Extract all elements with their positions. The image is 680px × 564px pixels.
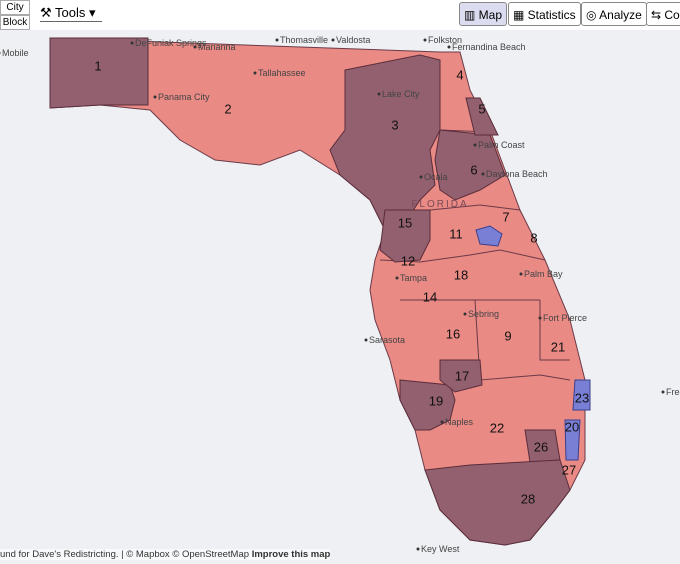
place-dot xyxy=(364,338,368,342)
place-label: Sebring xyxy=(468,309,499,319)
district-number: 28 xyxy=(521,491,535,506)
place-dot xyxy=(395,276,399,280)
place-label: Palm Bay xyxy=(524,269,563,279)
place-label: Key West xyxy=(421,544,460,554)
statistics-button[interactable]: ▦ Statistics xyxy=(508,2,581,26)
place-dot xyxy=(377,92,381,96)
district-number: 22 xyxy=(490,420,504,435)
button-label[interactable]: Co xyxy=(664,8,680,22)
district-area xyxy=(564,419,581,461)
district-number: 12 xyxy=(401,253,415,268)
attribution-text: und for Dave's Redistricting. | © Mapbox… xyxy=(0,549,250,560)
place-dot xyxy=(447,45,451,49)
place-label: Ocala xyxy=(424,172,448,182)
district-number: 6 xyxy=(470,162,477,177)
district-number: 21 xyxy=(551,339,565,354)
place-dot xyxy=(423,38,427,42)
place-dot xyxy=(419,175,423,179)
district-number: 27 xyxy=(562,462,576,477)
state-label: FLORIDA xyxy=(411,199,468,210)
button-label[interactable]: Map xyxy=(478,8,503,22)
map-button[interactable]: ▥ Map xyxy=(459,2,508,26)
place-dot xyxy=(130,41,134,45)
place-label: Valdosta xyxy=(336,35,370,45)
improve-link[interactable]: Improve this map xyxy=(251,549,331,560)
district-border xyxy=(474,299,571,381)
place-label: Sarasota xyxy=(369,335,405,345)
district-number: 3 xyxy=(391,117,398,132)
place-dot xyxy=(538,316,542,320)
place-label: Fort Pierce xyxy=(543,313,587,323)
district-number: 1 xyxy=(94,58,101,73)
button-label[interactable]: Analyze xyxy=(599,8,642,22)
place-label: Marianna xyxy=(198,42,236,52)
district-number: 7 xyxy=(502,209,509,224)
district-number: 19 xyxy=(429,393,443,408)
district-number: 14 xyxy=(423,289,437,304)
place-label: Naples xyxy=(445,417,474,427)
district-area xyxy=(572,379,591,411)
place-label: DeFuniak Springs xyxy=(135,38,207,48)
district-area xyxy=(424,459,571,546)
district-number: 18 xyxy=(454,267,468,282)
block-button[interactable]: Block xyxy=(0,15,30,30)
district-number: 9 xyxy=(504,328,511,343)
district-number: 15 xyxy=(398,215,412,230)
place-label: Folkston xyxy=(428,35,462,45)
place-label: Panama City xyxy=(158,92,210,102)
place-dot xyxy=(153,95,157,99)
place-dot xyxy=(275,38,279,42)
place-dot xyxy=(463,312,467,316)
district-number: 8 xyxy=(530,230,537,245)
place-dot xyxy=(331,38,335,42)
district-number: 20 xyxy=(565,419,579,434)
place-label: Free xyxy=(666,387,680,397)
compare-button[interactable]: ⇆ Co xyxy=(646,2,680,26)
place-label: Thomasville xyxy=(280,35,328,45)
district-border xyxy=(429,204,521,211)
place-dot xyxy=(416,547,420,551)
attribution: und for Dave's Redistricting. | © Mapbox… xyxy=(0,549,331,560)
district-area xyxy=(379,209,431,263)
place-label: Mobile xyxy=(2,48,29,58)
place-dot xyxy=(0,51,1,55)
district-number: 23 xyxy=(575,390,589,405)
place-dot xyxy=(440,420,444,424)
button-label[interactable]: Statistics xyxy=(527,8,576,22)
city-button[interactable]: City xyxy=(0,0,30,15)
place-label: Tallahassee xyxy=(258,68,306,78)
tools-label[interactable]: Tools xyxy=(55,5,86,20)
district-number: 17 xyxy=(455,368,469,383)
place-label: Fernandina Beach xyxy=(452,42,526,52)
district-area xyxy=(465,97,499,136)
district-number: 4 xyxy=(456,67,463,82)
district-area xyxy=(434,129,506,201)
district-number: 11 xyxy=(449,226,463,241)
district-area xyxy=(329,54,441,231)
district-number: 26 xyxy=(534,439,548,454)
tools-menu[interactable]: ⚒ Tools ▾ xyxy=(40,5,102,22)
district-number: 2 xyxy=(224,101,231,116)
place-dot xyxy=(519,272,523,276)
place-label: Palm Coast xyxy=(478,140,525,150)
place-dot xyxy=(481,172,485,176)
district-area xyxy=(49,37,149,109)
district-border xyxy=(539,300,570,361)
place-label: Daytona Beach xyxy=(486,169,548,179)
district-number: 16 xyxy=(446,326,460,341)
place-label: Tampa xyxy=(400,273,427,283)
district-number: 5 xyxy=(478,101,485,116)
place-label: Lake City xyxy=(382,89,420,99)
place-dot xyxy=(253,71,257,75)
place-dot xyxy=(661,390,665,394)
place-dot xyxy=(193,45,197,49)
analyze-button[interactable]: ◎ Analyze xyxy=(581,2,647,26)
district-area xyxy=(439,359,483,393)
district-area xyxy=(475,225,503,247)
place-dot xyxy=(473,143,477,147)
